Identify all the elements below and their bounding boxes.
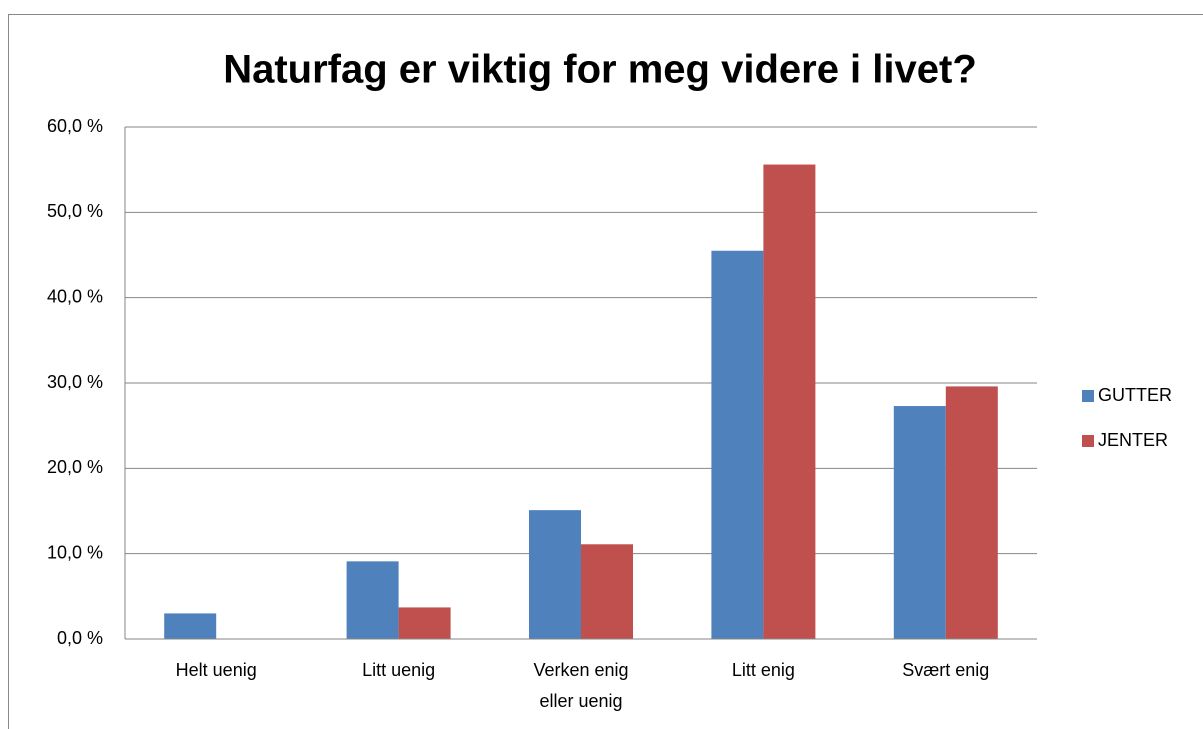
x-tick-label: Verken enig eller uenig: [533, 660, 628, 711]
chart-title: Naturfag er viktig for meg videre i live…: [223, 48, 977, 92]
x-tick-label: Svært enig: [902, 660, 989, 680]
bar: [398, 607, 451, 639]
y-tick-label: 50,0 %: [47, 201, 103, 221]
bar: [711, 250, 764, 639]
y-tick-label: 40,0 %: [47, 286, 103, 306]
y-tick-label: 60,0 %: [47, 116, 103, 136]
bar: [529, 510, 581, 639]
legend-swatch: [1082, 390, 1094, 402]
y-tick-label: 30,0 %: [47, 372, 103, 392]
bar: [346, 561, 399, 639]
legend-label: JENTER: [1098, 430, 1168, 450]
bar: [581, 544, 633, 639]
bar: [164, 613, 217, 639]
legend-swatch: [1082, 435, 1094, 447]
y-tick-label: 0,0 %: [57, 628, 103, 648]
bar: [893, 406, 946, 639]
y-tick-label: 20,0 %: [47, 457, 103, 477]
x-tick-label: Helt uenig: [176, 660, 257, 680]
y-tick-label: 10,0 %: [47, 542, 103, 562]
x-tick-label: Litt uenig: [362, 660, 435, 680]
bar: [763, 164, 816, 639]
legend-label: GUTTER: [1098, 385, 1172, 405]
x-tick-label: Litt enig: [732, 660, 795, 680]
bar: [945, 386, 998, 639]
